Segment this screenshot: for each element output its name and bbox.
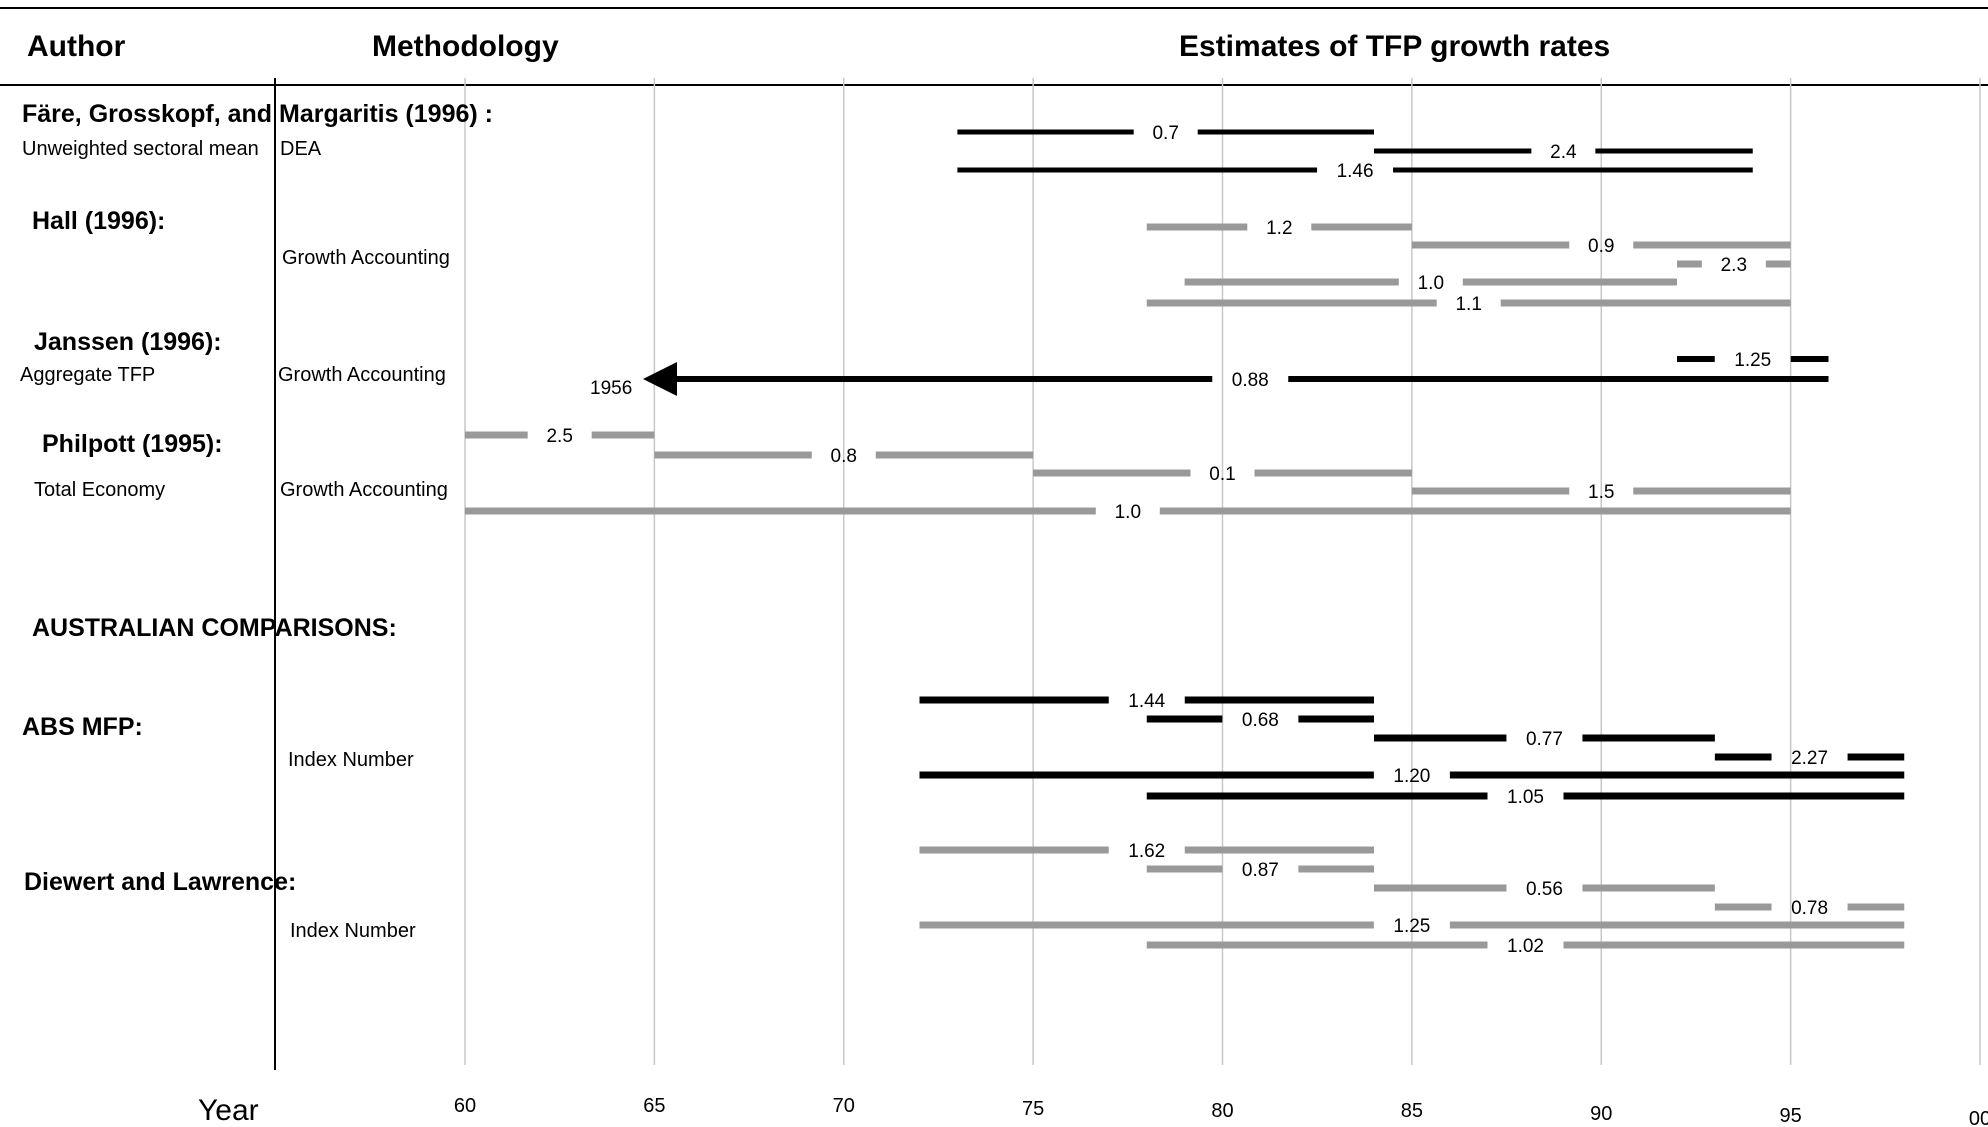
range-bar-value-label: 2.5 — [546, 426, 572, 447]
range-bars — [465, 129, 1905, 949]
header-estimates: Estimates of TFP growth rates — [1179, 30, 1610, 63]
group-method-dl: Index Number — [290, 920, 416, 942]
group-method-abs: Index Number — [288, 749, 414, 771]
range-bar-value-label: 0.8 — [831, 446, 857, 467]
arrow-head-icon — [643, 362, 677, 396]
group-method-hall: Growth Accounting — [282, 247, 450, 269]
tick-label: 90 — [1590, 1103, 1612, 1125]
group-title-aus: AUSTRALIAN COMPARISONS: — [32, 614, 397, 642]
range-bar-value-label: 0.1 — [1209, 464, 1235, 485]
range-bar-value-label: 1.25 — [1393, 916, 1430, 937]
range-bar-value-label: 0.9 — [1588, 236, 1614, 257]
range-bar-value-label: 0.7 — [1152, 123, 1178, 144]
range-bar-value-label: 0.87 — [1242, 860, 1279, 881]
tick-label: 70 — [833, 1095, 855, 1117]
group-title-hall: Hall (1996): — [32, 207, 165, 235]
range-bar-value-label: 2.3 — [1721, 255, 1747, 276]
range-bar-value-label: 0.77 — [1526, 729, 1563, 750]
range-bar-value-label: 0.88 — [1232, 370, 1269, 391]
group-sub-philpott: Total Economy — [34, 479, 165, 501]
group-title-dl: Diewert and Lawrence: — [24, 868, 296, 896]
tick-label: 60 — [454, 1095, 476, 1117]
tick-label: 65 — [643, 1095, 665, 1117]
range-bar-value-label: 1.2 — [1266, 218, 1292, 239]
tick-label: 80 — [1211, 1100, 1233, 1122]
axis-ticks: 60 65 70 75 80 85 90 95 00 — [454, 1095, 1988, 1127]
tick-label: 75 — [1022, 1098, 1044, 1120]
header-author: Author — [27, 30, 126, 63]
range-bar-value-label: 1.1 — [1455, 294, 1481, 315]
range-bar-value-label: 2.27 — [1791, 748, 1828, 769]
range-bar-value-label: 1.62 — [1128, 841, 1165, 862]
tick-label: 85 — [1401, 1100, 1423, 1122]
tick-label: 00 — [1969, 1108, 1988, 1127]
range-bar-value-label: 1.20 — [1393, 766, 1430, 787]
group-title-janssen: Janssen (1996): — [34, 328, 222, 356]
group-title-fare: Färe, Grosskopf, and Margaritis (1996) : — [22, 100, 493, 128]
range-bar-value-label: 0.56 — [1526, 879, 1563, 900]
range-bar-value-label: 1.44 — [1128, 691, 1165, 712]
group-method-fare: DEA — [280, 138, 322, 160]
range-bar-value-label: 1.25 — [1734, 350, 1771, 371]
header-methodology: Methodology — [372, 30, 559, 63]
arrow-year-label: 1956 — [590, 378, 632, 399]
axis-title: Year — [198, 1094, 259, 1127]
value-labels: 0.7 2.4 1.46 1.2 0.9 2.3 1.0 1.1 1.25 0.88 2.5 0.8 0… — [546, 123, 1828, 957]
range-bar-value-label: 1.05 — [1507, 787, 1544, 808]
range-bar-value-label: 0.78 — [1791, 898, 1828, 919]
tick-label: 95 — [1780, 1105, 1802, 1127]
group-title-philpott: Philpott (1995): — [42, 430, 223, 458]
range-bar-value-label: 1.46 — [1337, 161, 1374, 182]
range-bar-value-label: 1.02 — [1507, 936, 1544, 957]
group-title-abs: ABS MFP: — [22, 713, 143, 741]
range-bar-value-label: 2.4 — [1550, 142, 1577, 163]
group-method-janssen: Growth Accounting — [278, 364, 446, 386]
range-bar-value-label: 1.0 — [1115, 502, 1141, 523]
group-sub-janssen: Aggregate TFP — [20, 364, 155, 386]
range-bar-value-label: 1.5 — [1588, 482, 1614, 503]
range-bar-value-label: 1.0 — [1418, 273, 1444, 294]
group-method-philpott: Growth Accounting — [280, 479, 448, 501]
range-bar-value-label: 0.68 — [1242, 710, 1279, 731]
group-sub-fare: Unweighted sectoral mean — [22, 138, 259, 160]
